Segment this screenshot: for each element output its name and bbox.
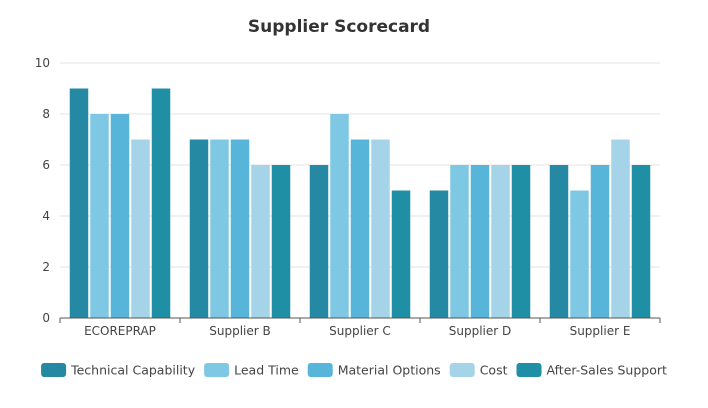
- bar: [450, 165, 469, 318]
- y-tick-label: 2: [42, 260, 50, 274]
- x-tick-label: ECOREPRAP: [84, 324, 156, 338]
- bar: [271, 165, 291, 318]
- bar: [189, 139, 209, 318]
- bar: [230, 139, 250, 318]
- bar: [90, 114, 109, 318]
- legend-label: After-Sales Support: [547, 363, 667, 378]
- bar: [549, 165, 569, 318]
- bar: [131, 139, 150, 318]
- legend-swatch: [516, 363, 542, 377]
- bar: [470, 165, 490, 318]
- bar: [631, 165, 651, 318]
- bar: [611, 139, 630, 318]
- legend-swatch: [307, 363, 333, 377]
- bars: [69, 88, 651, 318]
- bar: [309, 165, 329, 318]
- y-tick-label: 10: [35, 56, 50, 70]
- legend-swatch: [204, 363, 230, 377]
- chart-title: Supplier Scorecard: [248, 17, 430, 37]
- x-tick-label: Supplier B: [209, 324, 271, 338]
- legend-label: Lead Time: [234, 363, 299, 378]
- bar: [210, 139, 229, 318]
- x-axis: ECOREPRAP Supplier B Supplier C Supplier D S…: [59, 317, 661, 338]
- x-tick-label: Supplier D: [449, 324, 512, 338]
- bar: [330, 114, 349, 318]
- bar: [391, 190, 411, 318]
- bar: [511, 165, 531, 318]
- legend: Technical Capability Lead Time Material Op…: [41, 363, 667, 378]
- y-tick-label: 8: [42, 107, 50, 121]
- bar: [110, 114, 130, 318]
- y-tick-label: 6: [42, 158, 50, 172]
- bar: [251, 165, 270, 318]
- bar: [350, 139, 370, 318]
- x-tick-label: Supplier E: [570, 324, 631, 338]
- y-tick-label: 4: [42, 209, 50, 223]
- bar: [590, 165, 610, 318]
- y-tick-label: 0: [42, 311, 50, 325]
- x-tick-label: Supplier C: [329, 324, 391, 338]
- bar: [69, 88, 89, 318]
- legend-swatch: [449, 363, 475, 377]
- bar: [570, 190, 589, 318]
- bar: [371, 139, 390, 318]
- bar: [491, 165, 510, 318]
- y-axis: 0 2 4 6 8 10: [35, 56, 50, 325]
- bar: [429, 190, 449, 318]
- legend-swatch: [41, 363, 67, 377]
- legend-label: Technical Capability: [70, 363, 196, 378]
- legend-label: Cost: [480, 363, 508, 378]
- bar: [151, 88, 171, 318]
- legend-label: Material Options: [338, 363, 441, 378]
